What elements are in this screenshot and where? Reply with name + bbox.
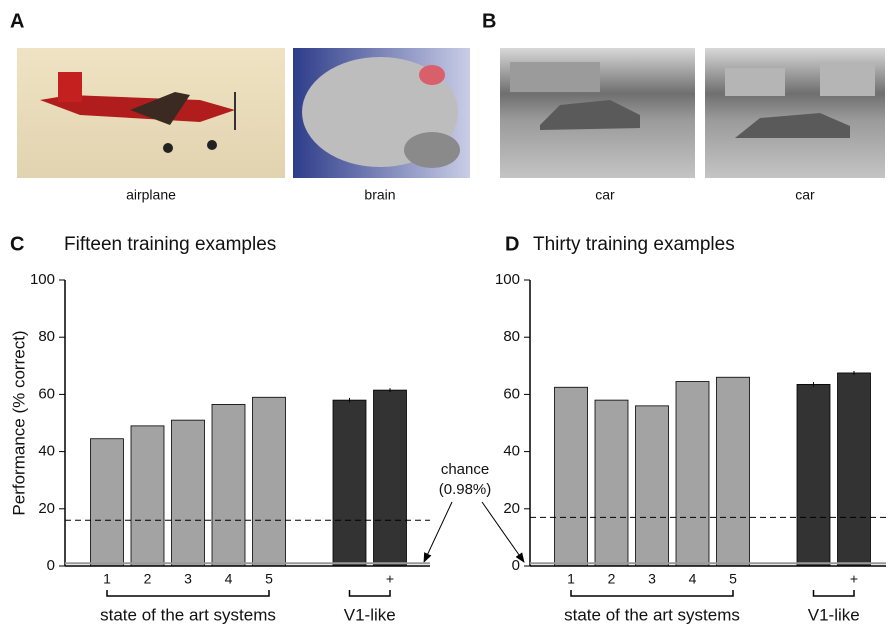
- x-tick-label: 3: [184, 571, 192, 587]
- y-tick-label: 100: [30, 271, 55, 288]
- group-label: state of the art systems: [100, 605, 276, 624]
- photo-car-2: [705, 48, 885, 178]
- bar: [716, 376, 750, 567]
- image-caption: car: [795, 187, 815, 203]
- group-bracket: [570, 590, 734, 597]
- photo-brain: [293, 48, 470, 178]
- x-tick-label: 5: [729, 571, 737, 587]
- group-label: V1-like: [808, 605, 860, 624]
- x-tick-label: 5: [265, 571, 273, 587]
- image-caption: airplane: [126, 187, 176, 203]
- x-tick-label: 2: [608, 571, 616, 587]
- bar: [252, 396, 286, 567]
- chart-title: Thirty training examples: [533, 234, 735, 255]
- panel-label: A: [10, 10, 24, 32]
- bar: [332, 399, 367, 567]
- x-tick-label: 3: [648, 571, 656, 587]
- group-label: state of the art systems: [564, 605, 740, 624]
- x-tick-label: 2: [144, 571, 152, 587]
- bar: [130, 425, 165, 567]
- y-tick-label: 60: [38, 385, 55, 402]
- x-tick-label: 1: [103, 571, 111, 587]
- bar: [837, 372, 871, 567]
- group-bracket: [812, 590, 855, 597]
- y-tick-label: 0: [512, 557, 520, 574]
- group-bracket: [348, 590, 391, 597]
- panel-label: B: [482, 10, 496, 32]
- y-tick-label: 20: [38, 500, 55, 517]
- bar: [796, 383, 831, 567]
- y-tick-label: 40: [38, 443, 55, 460]
- image-caption: car: [595, 187, 615, 203]
- chance-arrow: [423, 501, 453, 563]
- y-tick-label: 40: [503, 443, 520, 460]
- panel-label: D: [505, 233, 519, 255]
- x-tick-label: 4: [689, 571, 697, 587]
- chance-label: chance: [441, 461, 489, 478]
- bar: [554, 386, 588, 567]
- y-axis-title: Performance (% correct): [9, 330, 28, 515]
- photo-airplane: [17, 48, 285, 178]
- bar: [171, 419, 205, 567]
- bar: [594, 399, 629, 567]
- x-tick-label: 4: [225, 571, 233, 587]
- chance-label: (0.98%): [439, 481, 492, 498]
- image-caption: brain: [364, 187, 395, 203]
- y-tick-label: 80: [503, 328, 520, 345]
- bar: [211, 404, 246, 567]
- bar: [635, 405, 669, 567]
- chart-title: Fifteen training examples: [64, 234, 276, 255]
- y-tick-label: 60: [503, 385, 520, 402]
- x-tick-label: 1: [567, 571, 575, 587]
- group-label: V1-like: [344, 605, 396, 624]
- chance-arrow: [481, 501, 525, 563]
- bar: [373, 389, 407, 567]
- x-tick-label: +: [850, 571, 858, 587]
- x-tick-label: +: [386, 571, 394, 587]
- bar: [90, 438, 124, 567]
- y-tick-label: 100: [495, 271, 520, 288]
- bar: [675, 381, 710, 567]
- y-tick-label: 80: [38, 328, 55, 345]
- y-tick-label: 0: [47, 557, 55, 574]
- group-bracket: [106, 590, 270, 597]
- photo-car-1: [500, 48, 695, 178]
- y-tick-label: 20: [503, 500, 520, 517]
- panel-label: C: [10, 233, 24, 255]
